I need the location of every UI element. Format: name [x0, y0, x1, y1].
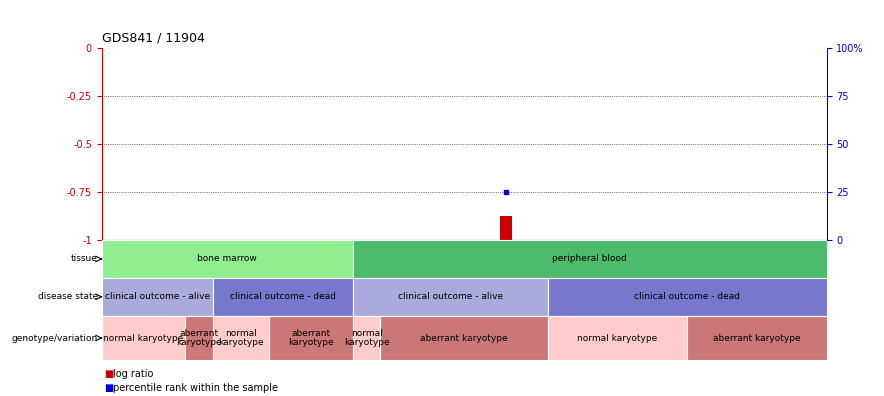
Bar: [102, 316, 186, 360]
Text: genotype/variation: genotype/variation: [11, 333, 98, 343]
Bar: [548, 316, 687, 360]
Text: clinical outcome - dead: clinical outcome - dead: [634, 292, 740, 301]
Text: ■: ■: [104, 383, 113, 393]
Text: clinical outcome - dead: clinical outcome - dead: [230, 292, 336, 301]
Bar: [102, 278, 213, 316]
Text: bone marrow: bone marrow: [197, 255, 257, 263]
Text: aberrant karyotype: aberrant karyotype: [420, 333, 508, 343]
Bar: [353, 278, 548, 316]
Bar: [102, 240, 353, 278]
Bar: [687, 316, 827, 360]
Bar: [499, 216, 512, 240]
Text: normal karyotype: normal karyotype: [103, 333, 184, 343]
Text: normal
karyotype: normal karyotype: [218, 329, 263, 347]
Text: disease state: disease state: [38, 292, 98, 301]
Text: aberrant
karyotype: aberrant karyotype: [177, 329, 222, 347]
Bar: [269, 316, 353, 360]
Text: peripheral blood: peripheral blood: [552, 255, 627, 263]
Text: normal karyotype: normal karyotype: [577, 333, 658, 343]
Text: aberrant
karyotype: aberrant karyotype: [288, 329, 333, 347]
Bar: [213, 316, 269, 360]
Text: aberrant karyotype: aberrant karyotype: [713, 333, 801, 343]
Bar: [186, 316, 213, 360]
Text: GDS841 / 11904: GDS841 / 11904: [102, 32, 204, 45]
Text: clinical outcome - alive: clinical outcome - alive: [105, 292, 210, 301]
Bar: [213, 278, 353, 316]
Bar: [380, 316, 548, 360]
Text: clinical outcome - alive: clinical outcome - alive: [398, 292, 503, 301]
Bar: [353, 316, 380, 360]
Text: ■: ■: [104, 369, 113, 379]
Text: log ratio: log ratio: [113, 369, 154, 379]
Text: normal
karyotype: normal karyotype: [344, 329, 389, 347]
Text: tissue: tissue: [71, 255, 98, 263]
Text: percentile rank within the sample: percentile rank within the sample: [113, 383, 278, 393]
Bar: [353, 240, 827, 278]
Bar: [548, 278, 827, 316]
